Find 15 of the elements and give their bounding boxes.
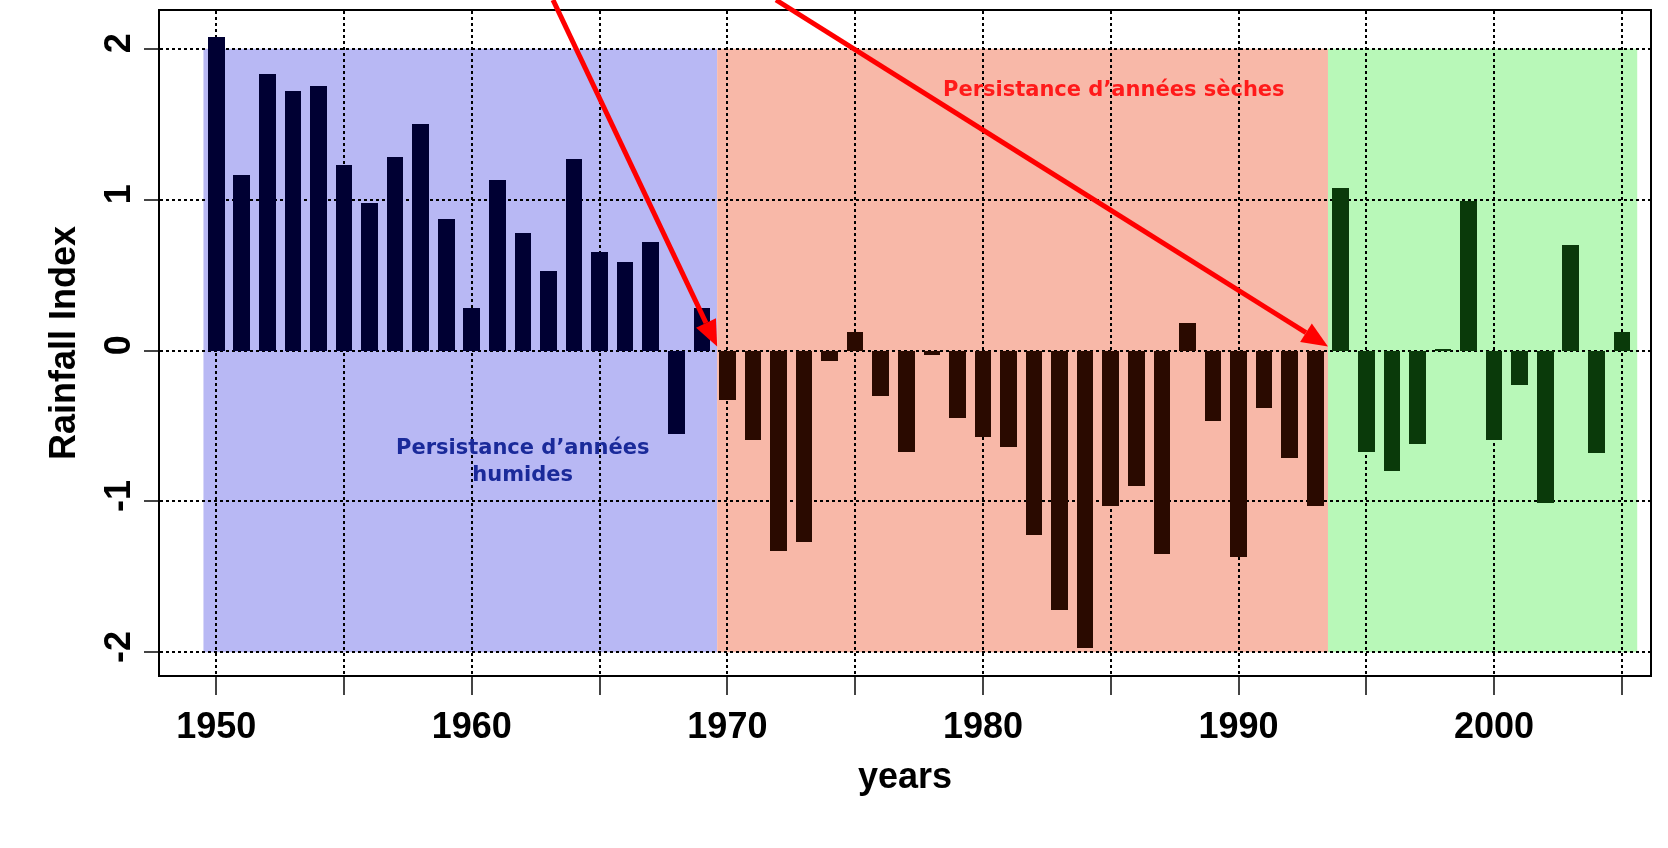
x-axis-title: years: [857, 755, 953, 797]
annotation: Persistance d’années sèches: [943, 77, 1285, 101]
y-tick-label: 2: [96, 33, 138, 54]
x-tick-label: 1970: [687, 705, 768, 747]
x-tick-label: 1950: [176, 705, 257, 747]
y-axis-title: Rainfall Index: [42, 225, 83, 461]
x-tick-label: 1960: [431, 705, 512, 747]
x-tick-label: 2000: [1454, 705, 1535, 747]
y-tick-label: 0: [96, 335, 138, 356]
y-tick-label: 1: [96, 184, 138, 205]
annotation: Persistance d’années humides: [396, 435, 650, 487]
y-tick-label: -2: [96, 630, 138, 663]
x-tick-label: 1980: [942, 705, 1023, 747]
x-tick-label: 1990: [1198, 705, 1279, 747]
y-tick-label: -1: [96, 480, 138, 513]
